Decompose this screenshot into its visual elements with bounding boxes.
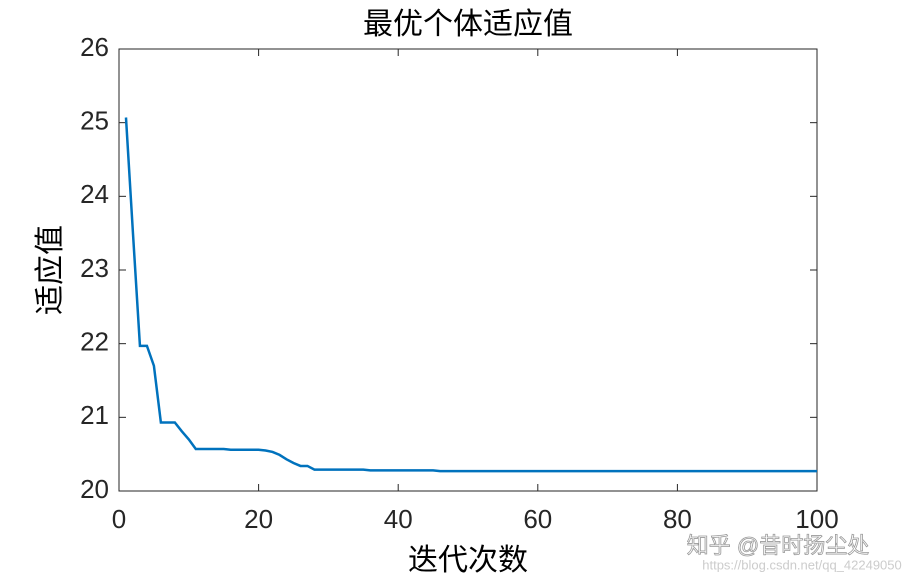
watermark: 知乎 @昔时扬尘处 — [687, 533, 869, 558]
x-tick-label: 100 — [795, 504, 838, 534]
y-tick-label: 24 — [80, 179, 109, 209]
data-line — [124, 117, 817, 473]
x-tick-label: 40 — [384, 504, 413, 534]
plot-area — [118, 48, 818, 492]
y-tick-label: 22 — [80, 327, 109, 357]
chart-title: 最优个体适应值 — [363, 7, 573, 42]
y-tick-label: 26 — [80, 32, 109, 62]
x-tick-label: 80 — [663, 504, 692, 534]
x-tick-label: 0 — [112, 504, 126, 534]
watermark: https://blog.csdn.net/qq_42249050 — [702, 557, 902, 572]
x-axis-label: 迭代次数 — [408, 543, 528, 578]
y-tick-label: 21 — [80, 400, 109, 430]
y-tick-label: 25 — [80, 106, 109, 136]
x-tick-label: 20 — [244, 504, 273, 534]
y-tick-label: 23 — [80, 253, 109, 283]
y-tick-label: 20 — [80, 474, 109, 504]
y-axis-label: 适应值 — [33, 225, 68, 315]
x-tick-label: 60 — [523, 504, 552, 534]
